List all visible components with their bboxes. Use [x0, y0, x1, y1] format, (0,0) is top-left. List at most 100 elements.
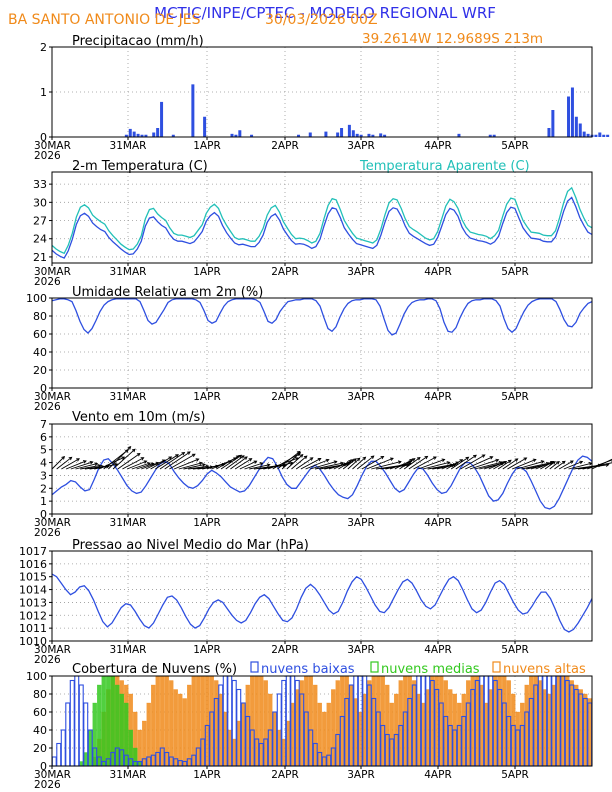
precip-bar	[371, 134, 375, 137]
wind-arrow-head	[240, 455, 245, 459]
y-tick-label: 0	[40, 760, 47, 773]
wind-arrow-head	[191, 453, 196, 458]
wind-arrow	[591, 458, 612, 470]
header-run-time: 30/03/2026 00Z	[265, 12, 378, 28]
wind-arrow	[314, 462, 344, 470]
cloud-bar-high	[578, 689, 583, 767]
wind-arrow	[300, 458, 321, 470]
precip-bar	[606, 134, 610, 137]
x-tick-label: 3APR	[347, 140, 375, 152]
cloud-bar-high	[380, 675, 385, 767]
wind-arrow-head	[125, 449, 129, 453]
wind-arrow-head	[266, 463, 271, 467]
wind-arrow-head	[289, 461, 294, 466]
wind-arrow	[352, 456, 366, 470]
y-tick-label: 1013	[19, 596, 47, 609]
x-tick-label: 4APR	[424, 769, 452, 781]
wind-arrow	[563, 461, 583, 470]
cloud-bar-high	[524, 684, 529, 767]
x-year-label: 2026	[34, 527, 61, 539]
wind-arrow-head	[253, 460, 258, 464]
precip-bar	[132, 131, 136, 137]
wind-arrow-head	[121, 456, 126, 460]
wind-arrow	[239, 460, 257, 470]
x-tick-label: 1APR	[193, 140, 221, 152]
cloud-bar-high	[160, 675, 165, 767]
wind-arrow	[188, 465, 209, 470]
precip-bar	[355, 133, 359, 137]
cloud-bar-high	[520, 702, 525, 767]
wind-arrow	[70, 461, 93, 470]
humidity-line	[51, 298, 593, 336]
wind-arrow	[488, 461, 505, 470]
wind-arrow-head	[136, 452, 141, 457]
cloud-bar-low	[51, 756, 57, 767]
wind-arrow-head	[333, 460, 338, 464]
precip-bar	[191, 84, 195, 137]
y-tick-label: 21	[33, 251, 47, 264]
cloud-bar-high	[583, 693, 588, 767]
wind-arrow	[558, 460, 574, 470]
y-tick-label: 4	[40, 457, 47, 470]
precip-bar	[128, 128, 132, 137]
wind-arrow	[244, 462, 263, 470]
wind-arrow	[502, 458, 518, 470]
wind-arrow-head	[356, 457, 361, 462]
wind-arrow	[338, 459, 354, 470]
wind-arrow-head	[89, 460, 94, 465]
x-tick-label: 31MAR	[110, 140, 147, 152]
x-year-label: 2026	[34, 150, 61, 162]
x-tick-label: 1APR	[193, 644, 221, 656]
clouds-title: Cobertura de Nuvens (%)	[72, 662, 237, 677]
legend-mid-swatch	[370, 661, 379, 673]
cloud-bar-high	[466, 680, 471, 767]
cloud-bar-high	[407, 675, 412, 767]
pressure-line	[51, 573, 593, 633]
x-tick-label: 4APR	[424, 140, 452, 152]
cloud-bar-medium	[133, 747, 138, 767]
cloud-bar-medium	[83, 752, 88, 767]
y-tick-label: 7	[40, 418, 47, 431]
cloud-bar-high	[560, 675, 565, 767]
cloud-bar-high	[290, 702, 295, 767]
wind-arrow	[554, 460, 566, 470]
cloud-bar-high	[313, 684, 318, 767]
x-tick-label: 2APR	[271, 391, 299, 403]
wind-arrow	[342, 458, 357, 470]
precip-bar	[203, 116, 207, 137]
cloud-bar-high	[574, 684, 579, 767]
y-tick-label: 2	[40, 41, 47, 54]
wind-arrow	[366, 457, 394, 470]
x-tick-label: 3APR	[347, 517, 375, 529]
cloud-bar-high	[137, 729, 142, 767]
precip-bar	[457, 133, 461, 137]
y-tick-label: 30	[33, 196, 47, 209]
y-tick-label: 100	[26, 670, 47, 683]
wind-arrow	[84, 465, 104, 470]
wind-arrow	[117, 453, 141, 470]
x-tick-label: 30MAR	[34, 769, 71, 781]
precip-bar	[383, 134, 387, 137]
precip-bar	[336, 132, 340, 137]
plot-frame	[51, 550, 593, 642]
temp-title: 2-m Temperatura (C)	[72, 159, 208, 174]
wind-arrow-head	[299, 453, 304, 458]
wind-speed-line	[51, 455, 593, 510]
cloud-bar-high	[416, 693, 421, 767]
precip-bar	[488, 134, 492, 137]
wind-arrow-head	[424, 455, 429, 460]
y-tick-label: 1017	[19, 545, 47, 558]
precip-bar	[578, 123, 582, 137]
x-tick-label: 4APR	[424, 644, 452, 656]
cloud-bar-high	[506, 680, 511, 767]
cloud-bar-high	[259, 675, 264, 767]
wind-arrow-head	[76, 458, 80, 462]
cloud-bar-high	[542, 689, 547, 767]
cloud-bar-high	[371, 675, 376, 767]
wind-arrow-head	[195, 458, 200, 462]
wind-arrow-head	[380, 456, 385, 460]
wind-arrow-head	[82, 460, 87, 464]
y-tick-label: 40	[33, 346, 47, 359]
wind-arrow	[460, 454, 485, 470]
